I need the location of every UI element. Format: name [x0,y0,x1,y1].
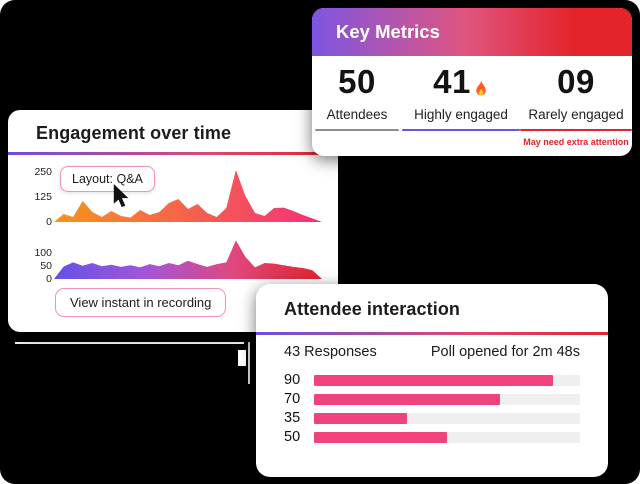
attendee-card-title: Attendee interaction [284,299,461,319]
stat-attendees: 50 Attendees [312,64,402,156]
stat-value: 09 [557,63,595,100]
y-tick: 125 [34,191,52,203]
bar-fill [314,412,408,424]
y-tick: 50 [40,260,52,272]
bar-fill [314,374,554,386]
bar-value-label: 70 [284,391,301,407]
mouse-cursor-icon [113,184,129,208]
stat-value: 41 [433,64,489,100]
stat-label: Highly engaged [414,107,508,122]
y-tick: 250 [34,166,52,178]
stat-rarely-engaged: 09 Rarely engaged May need extra attenti… [520,64,632,156]
background-artifact-line [15,342,244,344]
engagement-card: Engagement over time 250 125 0 Layout: Q… [8,110,338,332]
poll-meta-row: 43 Responses Poll opened for 2m 48s [284,344,580,360]
poll-bar-row: 35 [284,410,580,426]
bar-track [314,374,580,386]
poll-bar-row: 90 [284,372,580,388]
stat-underline [402,129,520,131]
responses-count: 43 Responses [284,344,377,360]
bar-fill [314,431,447,443]
view-instant-button[interactable]: View instant in recording [55,288,227,317]
background-artifact-block [238,350,246,366]
stat-label: Rarely engaged [528,107,624,122]
stat-highly-engaged: 41 Highly engaged [402,64,520,156]
bar-value-label: 90 [284,372,301,388]
bar-track [314,431,580,443]
bar-value-label: 35 [284,410,301,426]
stat-underline [520,129,632,131]
y-tick: 100 [34,247,52,259]
stat-value: 50 [338,63,376,100]
poll-bars: 90 70 35 50 [284,372,580,450]
key-metrics-header: Key Metrics [312,8,632,56]
key-metrics-card: Key Metrics 50 Attendees 41 Highly engag… [312,8,632,156]
gradient-divider [8,152,338,155]
attendee-interaction-card: Attendee interaction 43 Responses Poll o… [256,284,608,477]
bar-fill [314,393,501,405]
y-tick: 0 [46,273,52,285]
bar-track [314,412,580,424]
y-tick: 0 [46,216,52,228]
background-artifact-tick [248,342,250,384]
bar-track [314,393,580,405]
key-metrics-title: Key Metrics [336,21,440,42]
fire-icon [476,79,486,96]
stat-number: 41 [433,63,471,100]
stat-underline [315,129,399,131]
engagement-area-chart-top [54,170,322,222]
key-metrics-body: 50 Attendees 41 Highly engaged 09 Rarely… [312,56,632,156]
stat-label: Attendees [326,107,388,122]
layout-tooltip: Layout: Q&A [60,166,155,192]
poll-bar-row: 50 [284,429,580,445]
gradient-divider [256,332,608,335]
poll-timer: Poll opened for 2m 48s [430,344,580,360]
bar-value-label: 50 [284,429,301,445]
engagement-card-title: Engagement over time [36,123,232,143]
poll-bar-row: 70 [284,391,580,407]
engagement-area-chart-bottom [54,240,322,279]
stat-warning-note: May need extra attention [523,137,629,147]
